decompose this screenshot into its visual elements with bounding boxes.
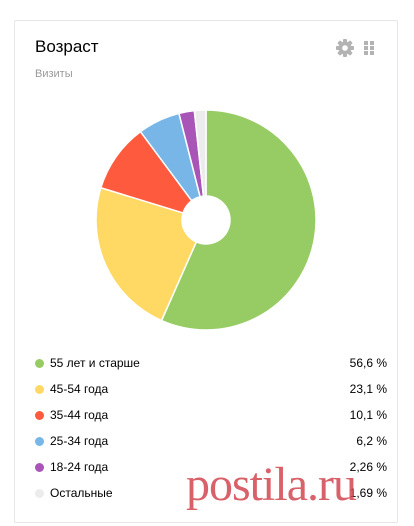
legend-label: 55 лет и старше	[50, 356, 140, 370]
legend-label: 25-34 года	[50, 434, 109, 448]
legend-item[interactable]: 45-54 года 23,1 %	[35, 377, 387, 403]
legend-color-dot	[35, 489, 44, 498]
legend-value: 23,1 %	[349, 382, 387, 396]
legend-color-dot	[35, 463, 44, 472]
pie-slice-1[interactable]	[95, 186, 198, 322]
widget-subtitle: Визиты	[35, 68, 73, 80]
age-widget: Возраст Визиты 55 лет и старше 56,6 % 45-5…	[14, 20, 398, 523]
legend-color-dot	[35, 359, 44, 368]
gear-icon[interactable]	[335, 38, 355, 58]
drag-handle-icon[interactable]	[364, 41, 374, 55]
legend-value: 6,2 %	[356, 434, 387, 448]
legend-label: 35-44 года	[50, 408, 109, 422]
pie-slice-5[interactable]	[193, 109, 207, 197]
legend-item[interactable]: 55 лет и старше 56,6 %	[35, 351, 387, 377]
legend-value: 56,6 %	[349, 356, 387, 370]
legend-label: 18-24 года	[50, 460, 109, 474]
legend-color-dot	[35, 385, 44, 394]
legend-color-dot	[35, 411, 44, 420]
age-pie-chart	[95, 109, 317, 331]
legend-item[interactable]: 18-24 года 2,26 %	[35, 455, 387, 481]
pie-slice-0[interactable]	[160, 109, 317, 331]
legend-item[interactable]: 25-34 года 6,2 %	[35, 429, 387, 455]
legend-label: Остальные	[50, 486, 113, 500]
legend-item[interactable]: 35-44 года 10,1 %	[35, 403, 387, 429]
legend-color-dot	[35, 437, 44, 446]
legend-value: 1,69 %	[349, 486, 387, 500]
legend-item[interactable]: Остальные 1,69 %	[35, 481, 387, 507]
chart-legend: 55 лет и старше 56,6 % 45-54 года 23,1 % 35-…	[35, 351, 387, 507]
legend-label: 45-54 года	[50, 382, 109, 396]
legend-value: 2,26 %	[349, 460, 387, 474]
legend-value: 10,1 %	[349, 408, 387, 422]
widget-title: Возраст	[35, 37, 99, 56]
